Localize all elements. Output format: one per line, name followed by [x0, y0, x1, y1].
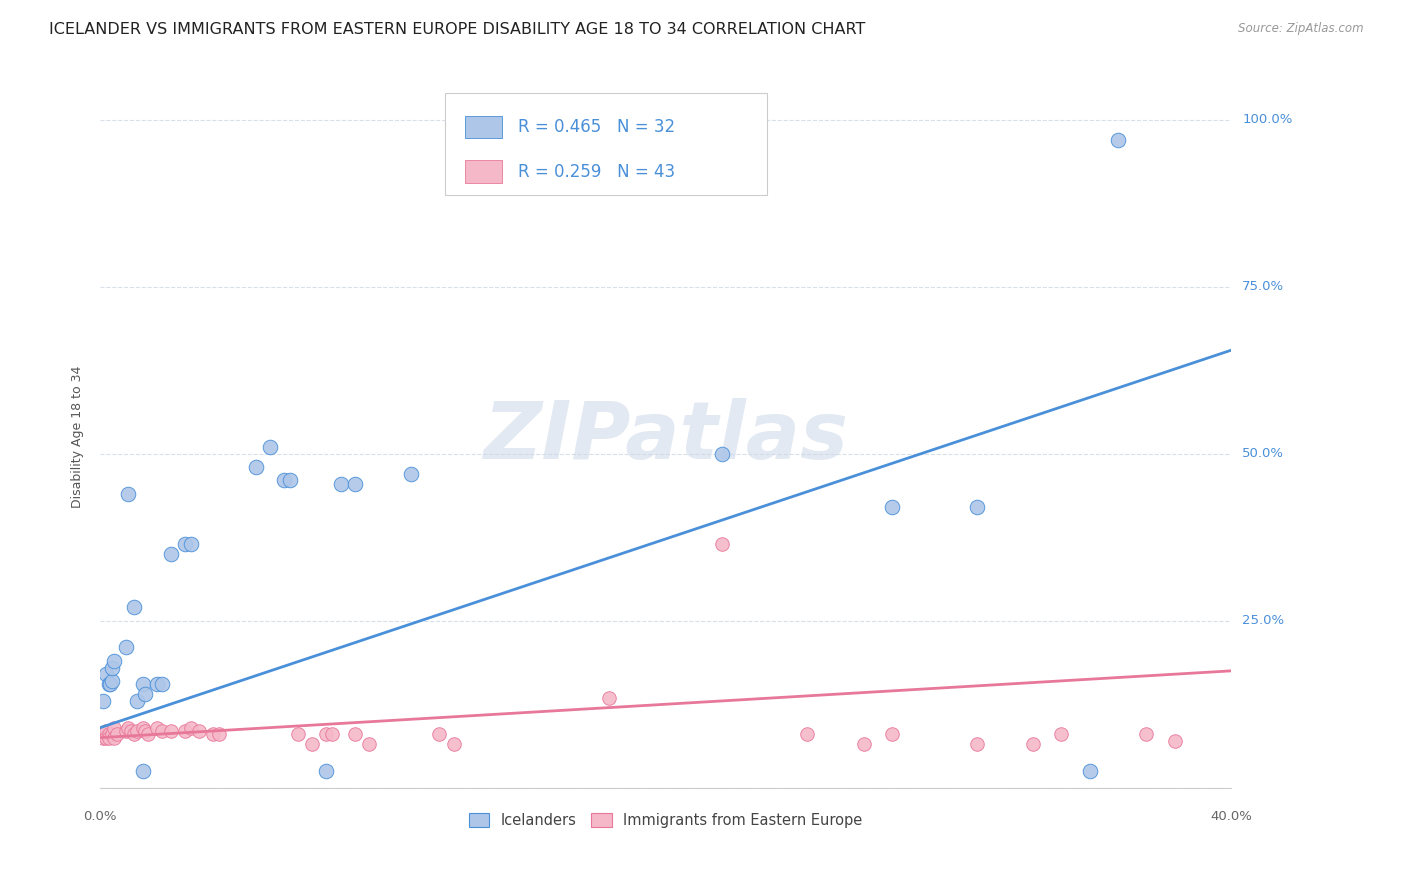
- Point: [245, 460, 267, 475]
- Text: 25.0%: 25.0%: [1243, 615, 1284, 627]
- Point: [880, 727, 903, 741]
- Point: [152, 723, 174, 738]
- Point: [152, 677, 174, 691]
- Point: [399, 467, 422, 481]
- Point: [880, 500, 903, 515]
- Point: [134, 723, 156, 738]
- Point: [131, 721, 153, 735]
- Point: [443, 737, 465, 751]
- Point: [94, 731, 117, 745]
- Point: [1050, 727, 1073, 741]
- Point: [131, 677, 153, 691]
- Point: [97, 731, 120, 745]
- Point: [91, 727, 114, 741]
- Point: [117, 721, 139, 735]
- Point: [97, 677, 120, 691]
- Point: [208, 727, 231, 741]
- Point: [1135, 727, 1157, 741]
- Point: [429, 727, 451, 741]
- Point: [180, 721, 202, 735]
- Point: [125, 723, 148, 738]
- Point: [1163, 734, 1185, 748]
- Point: [114, 640, 136, 655]
- Point: [100, 660, 122, 674]
- Point: [598, 690, 620, 705]
- Point: [357, 737, 380, 751]
- Point: [852, 737, 875, 751]
- Point: [711, 537, 734, 551]
- Point: [321, 727, 343, 741]
- Point: [315, 727, 337, 741]
- Text: ZIPatlas: ZIPatlas: [484, 398, 848, 476]
- Point: [122, 727, 145, 741]
- Point: [94, 723, 117, 738]
- Point: [100, 727, 122, 741]
- Text: R = 0.465   N = 32: R = 0.465 N = 32: [517, 118, 675, 136]
- Y-axis label: Disability Age 18 to 34: Disability Age 18 to 34: [72, 366, 84, 508]
- Point: [188, 723, 211, 738]
- Point: [301, 737, 323, 751]
- Point: [287, 727, 309, 741]
- Point: [343, 476, 366, 491]
- Point: [174, 723, 197, 738]
- Point: [134, 687, 156, 701]
- Point: [145, 677, 167, 691]
- Text: R = 0.259   N = 43: R = 0.259 N = 43: [517, 162, 675, 181]
- FancyBboxPatch shape: [465, 116, 502, 138]
- Text: 50.0%: 50.0%: [1243, 447, 1284, 460]
- Point: [103, 721, 125, 735]
- Point: [91, 694, 114, 708]
- Point: [100, 673, 122, 688]
- Point: [343, 727, 366, 741]
- Point: [120, 723, 142, 738]
- Point: [125, 694, 148, 708]
- Point: [278, 474, 301, 488]
- Point: [1078, 764, 1101, 778]
- Point: [94, 667, 117, 681]
- FancyBboxPatch shape: [446, 94, 768, 195]
- Point: [160, 723, 183, 738]
- Point: [202, 727, 225, 741]
- Point: [711, 447, 734, 461]
- Text: 100.0%: 100.0%: [1243, 113, 1292, 127]
- Point: [103, 654, 125, 668]
- Point: [329, 476, 352, 491]
- Point: [273, 474, 295, 488]
- Point: [136, 727, 159, 741]
- Point: [796, 727, 818, 741]
- Point: [174, 537, 197, 551]
- Point: [966, 500, 988, 515]
- Point: [117, 487, 139, 501]
- Point: [145, 721, 167, 735]
- Point: [122, 600, 145, 615]
- Point: [114, 723, 136, 738]
- Point: [103, 731, 125, 745]
- Text: Source: ZipAtlas.com: Source: ZipAtlas.com: [1239, 22, 1364, 36]
- Point: [131, 764, 153, 778]
- Point: [315, 764, 337, 778]
- Point: [97, 727, 120, 741]
- Text: 75.0%: 75.0%: [1243, 280, 1284, 293]
- Point: [91, 731, 114, 745]
- Text: ICELANDER VS IMMIGRANTS FROM EASTERN EUROPE DISABILITY AGE 18 TO 34 CORRELATION : ICELANDER VS IMMIGRANTS FROM EASTERN EUR…: [49, 22, 866, 37]
- Legend: Icelanders, Immigrants from Eastern Europe: Icelanders, Immigrants from Eastern Euro…: [463, 806, 869, 833]
- Point: [1107, 133, 1129, 147]
- Point: [966, 737, 988, 751]
- Text: 0.0%: 0.0%: [83, 810, 117, 823]
- Point: [180, 537, 202, 551]
- Point: [1022, 737, 1045, 751]
- Point: [160, 547, 183, 561]
- Point: [583, 133, 606, 147]
- Text: 40.0%: 40.0%: [1211, 810, 1251, 823]
- Point: [105, 727, 128, 741]
- Point: [259, 440, 281, 454]
- Point: [98, 677, 121, 691]
- FancyBboxPatch shape: [465, 161, 502, 183]
